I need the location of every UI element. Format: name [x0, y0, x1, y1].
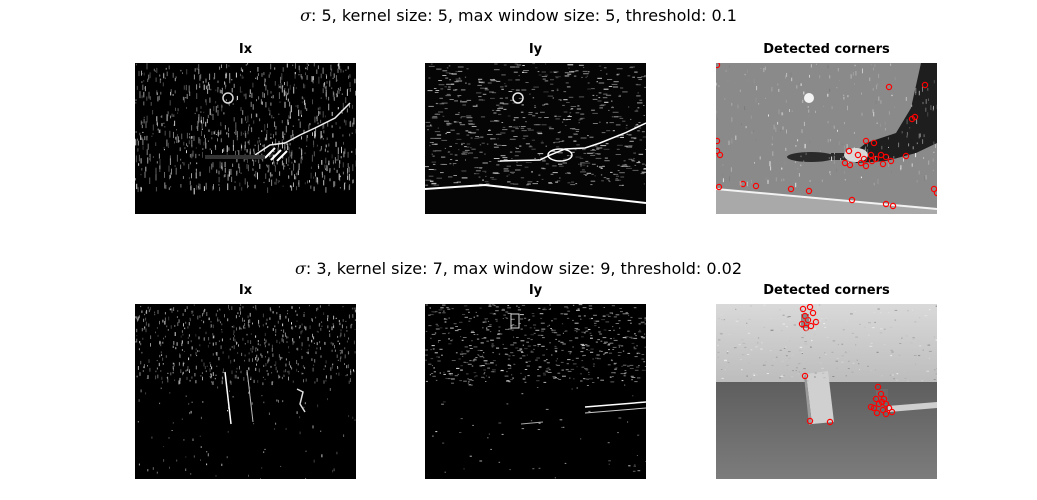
row1-params-text: : 5, kernel size: 5, max window size: 5,… [311, 6, 737, 25]
corner-marker [862, 162, 870, 170]
corner-marker [870, 404, 878, 412]
corner-marker [716, 63, 721, 69]
corner-marker [870, 139, 878, 147]
row1-iy-title: Iy [528, 42, 543, 57]
corner-marker [716, 147, 721, 155]
corner-marker [799, 305, 807, 313]
corner-marker [846, 161, 854, 169]
corner-marker [867, 403, 875, 411]
row2-ix-title: Ix [238, 283, 253, 298]
corner-marker [908, 115, 916, 123]
corner-marker [787, 185, 795, 193]
corner-marker [848, 196, 856, 204]
row2-suptitle: σ: 3, kernel size: 7, max window size: 9… [0, 259, 1037, 278]
corner-marker [877, 390, 885, 398]
corner-marker [801, 372, 809, 380]
corner-marker [885, 83, 893, 91]
row1-iy-panel: Iy [425, 42, 646, 214]
corner-marker [801, 312, 809, 320]
row2-ix-image [135, 304, 356, 479]
row1-ix-panel: Ix [135, 42, 356, 214]
row2-iy-image [425, 304, 646, 479]
corner-marker [873, 409, 881, 417]
corner-marker [879, 160, 887, 168]
row2-iy-title: Iy [528, 283, 543, 298]
corner-marker [902, 152, 910, 160]
row2-corners-image [716, 304, 937, 479]
row1-corners-image [716, 63, 937, 214]
row1-iy-image [425, 63, 646, 214]
corner-marker [878, 398, 886, 406]
row2-iy-panel: Iy [425, 283, 646, 479]
corner-marker [879, 406, 887, 414]
corner-marker [862, 137, 870, 145]
row2-ix-panel: Ix [135, 283, 356, 479]
corner-marker [885, 404, 893, 412]
corner-marker [716, 183, 723, 191]
corner-marker [868, 157, 876, 165]
corner-marker [716, 137, 721, 145]
corner-marker [887, 157, 895, 165]
corner-marker [882, 200, 890, 208]
corner-marker [854, 151, 862, 159]
corner-marker [872, 395, 880, 403]
row2-corners-title: Detected corners [763, 283, 890, 298]
row2-corner-markers [798, 304, 896, 426]
row1-corners-panel: Detected corners [716, 42, 937, 214]
sigma-symbol: σ [300, 6, 312, 25]
corner-marker [805, 187, 813, 195]
row1-ix-title: Ix [238, 42, 253, 57]
corner-marker [921, 81, 929, 89]
row2-params-text: : 3, kernel size: 7, max window size: 9,… [305, 259, 742, 278]
row1-ix-image [135, 63, 356, 214]
corner-marker [874, 383, 882, 391]
corner-marker [798, 320, 806, 328]
corner-marker [888, 408, 896, 416]
row1-suptitle: σ: 5, kernel size: 5, max window size: 5… [0, 6, 1037, 25]
corner-marker [752, 182, 760, 190]
corner-marker [812, 318, 820, 326]
row1-corners-title: Detected corners [763, 42, 890, 57]
corner-marker [845, 147, 853, 155]
corner-marker [806, 417, 814, 425]
row1-corner-markers [716, 63, 937, 210]
corner-marker [860, 155, 868, 163]
corner-marker [930, 185, 937, 193]
corner-marker [826, 418, 834, 426]
corner-marker [857, 159, 865, 167]
corner-marker [809, 309, 817, 317]
corner-marker [882, 410, 890, 418]
corner-marker [889, 202, 897, 210]
corner-marker [806, 304, 814, 311]
sigma-symbol: σ [295, 259, 306, 278]
row2-corners-panel: Detected corners [716, 283, 937, 479]
corner-marker [716, 151, 724, 159]
corner-marker [867, 151, 875, 159]
